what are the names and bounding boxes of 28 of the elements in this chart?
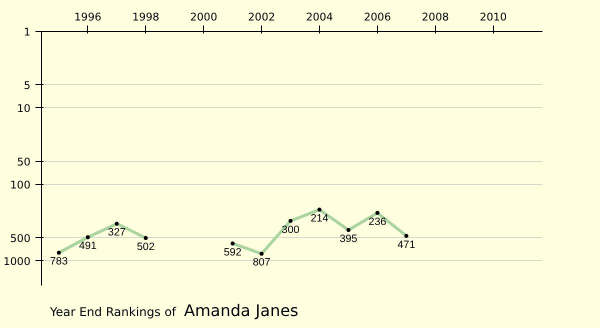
data-label: 300: [282, 224, 300, 236]
x-tick-label: 2004: [306, 10, 334, 24]
x-tick-label: 1998: [132, 10, 160, 24]
data-label: 214: [310, 212, 328, 225]
y-tick-label: 500: [10, 232, 31, 245]
y-tick-label: 5: [24, 78, 30, 92]
data-label: 502: [136, 240, 155, 253]
data-label: 327: [108, 226, 126, 239]
x-tick-label: 2000: [190, 10, 218, 24]
text: Year End Rankings of: [50, 305, 176, 319]
y-tick-label: 10: [16, 102, 31, 115]
data-label: 236: [368, 216, 386, 228]
y-tick-label: 1: [24, 26, 30, 38]
data-label: 471: [398, 238, 416, 251]
y-tick-label: 100: [10, 178, 31, 192]
x-tick-label: 2008: [422, 10, 450, 24]
data-label: 395: [340, 233, 358, 246]
text: Amanda Janes: [184, 301, 298, 320]
data-label: 491: [78, 240, 97, 252]
y-tick-label: 50: [16, 155, 31, 168]
x-tick-label: 2002: [248, 10, 276, 24]
data-label: 807: [252, 256, 271, 269]
y-tick-label: 1000: [3, 254, 31, 268]
x-tick-label: 2010: [480, 10, 508, 24]
data-label: 783: [50, 256, 68, 268]
data-label: 592: [224, 246, 242, 258]
x-tick-label: 2006: [364, 10, 392, 24]
x-tick-label: 1996: [74, 10, 102, 24]
